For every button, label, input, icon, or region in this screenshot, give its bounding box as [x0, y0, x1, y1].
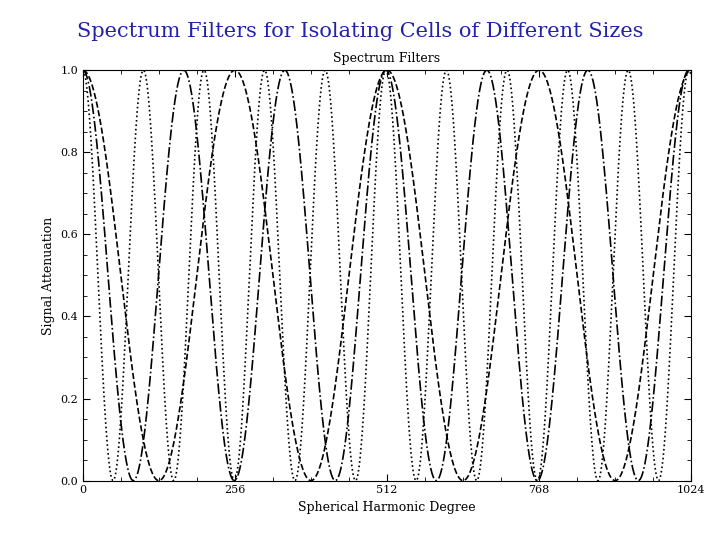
Title: Spectrum Filters: Spectrum Filters: [333, 52, 441, 65]
Y-axis label: Signal Attenuation: Signal Attenuation: [42, 217, 55, 334]
Text: Spectrum Filters for Isolating Cells of Different Sizes: Spectrum Filters for Isolating Cells of …: [77, 22, 643, 40]
X-axis label: Spherical Harmonic Degree: Spherical Harmonic Degree: [298, 501, 476, 514]
